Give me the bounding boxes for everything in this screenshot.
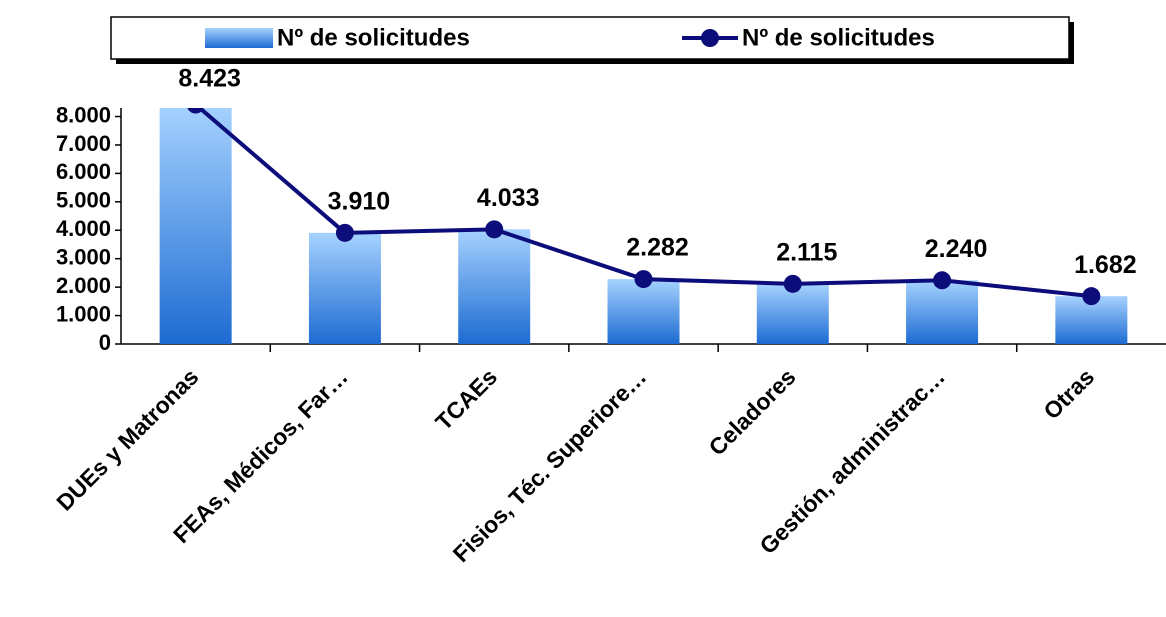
bar [906, 280, 979, 344]
y-tick-label: 4.000 [56, 216, 111, 241]
x-tick-label: FEAs, Médicos, Far… [168, 363, 353, 548]
legend-label: Nº de solicitudes [742, 24, 935, 51]
marker [933, 271, 952, 290]
x-tick-label: TCAEs [430, 363, 502, 435]
data-label: 4.033 [477, 184, 540, 212]
y-tick-label: 3.000 [56, 245, 111, 270]
x-tick-label: Otras [1038, 363, 1099, 424]
data-label: 2.115 [776, 238, 837, 266]
y-tick-label: 5.000 [56, 188, 111, 213]
data-label: 2.282 [626, 234, 689, 262]
data-label: 8.423 [178, 65, 241, 93]
data-label: 1.682 [1074, 251, 1137, 279]
legend-label: Nº de solicitudes [277, 24, 470, 51]
marker [634, 270, 653, 289]
marker [783, 274, 802, 293]
legend-marker [701, 29, 719, 47]
marker [187, 108, 204, 114]
y-tick-label: 6.000 [56, 159, 111, 184]
x-tick-label: DUEs y Matronas [51, 363, 203, 515]
y-tick-label: 8.000 [56, 102, 111, 127]
marker [335, 223, 354, 242]
bar [159, 108, 232, 344]
y-tick-label: 2.000 [56, 273, 111, 298]
marker [485, 220, 504, 239]
plot-area [159, 108, 1128, 344]
y-tick-label: 0 [99, 330, 111, 355]
y-tick-label: 1.000 [56, 301, 111, 326]
x-tick-label: Celadores [704, 363, 801, 460]
bar [607, 279, 680, 344]
bar [308, 232, 381, 344]
y-tick-label: 7.000 [56, 131, 111, 156]
bar [756, 283, 829, 344]
legend-swatch [205, 28, 273, 48]
data-label: 2.240 [925, 235, 988, 263]
marker [1082, 287, 1101, 306]
bar [458, 229, 531, 344]
data-label: 3.910 [328, 187, 391, 215]
